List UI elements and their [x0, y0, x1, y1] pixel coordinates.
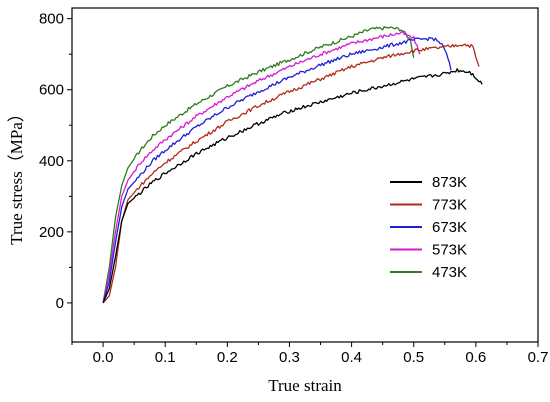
- series-line-773K: [102, 43, 480, 304]
- series-line-573K: [102, 31, 421, 304]
- x-tick-label: 0.6: [465, 349, 486, 366]
- legend-label-873K: 873K: [432, 174, 467, 191]
- y-tick-label: 0: [56, 295, 64, 312]
- y-tick-label: 800: [39, 11, 64, 28]
- legend-label-573K: 573K: [432, 242, 467, 259]
- x-tick-label: 0.3: [279, 349, 300, 366]
- x-tick-label: 0.5: [403, 349, 424, 366]
- x-tick-label: 0.4: [341, 349, 362, 366]
- series-line-873K: [102, 68, 483, 304]
- plot-frame: [71, 7, 539, 343]
- x-tick-label: 0.2: [217, 349, 238, 366]
- series-line-673K: [102, 36, 452, 304]
- y-tick-label: 200: [39, 224, 64, 241]
- x-axis-title: True strain: [268, 376, 342, 395]
- y-tick-label: 600: [39, 82, 64, 99]
- y-tick-label: 400: [39, 153, 64, 170]
- x-tick-label: 0.0: [93, 349, 114, 366]
- y-axis-title: True stress（MPa）: [7, 105, 26, 245]
- series-line-473K: [102, 25, 415, 304]
- legend-label-473K: 473K: [432, 264, 467, 281]
- x-tick-label: 0.7: [528, 349, 549, 366]
- x-tick-label: 0.1: [155, 349, 176, 366]
- legend-label-673K: 673K: [432, 219, 467, 236]
- series-lines: [102, 25, 483, 304]
- legend-label-773K: 773K: [432, 197, 467, 214]
- axis-ticks: 0.0 0.1 0.2 0.3 0.4 0.5 0.6 0.7 0 200 400 600 800: [39, 11, 548, 366]
- legend: 873K 773K 673K 573K 473K: [390, 174, 467, 281]
